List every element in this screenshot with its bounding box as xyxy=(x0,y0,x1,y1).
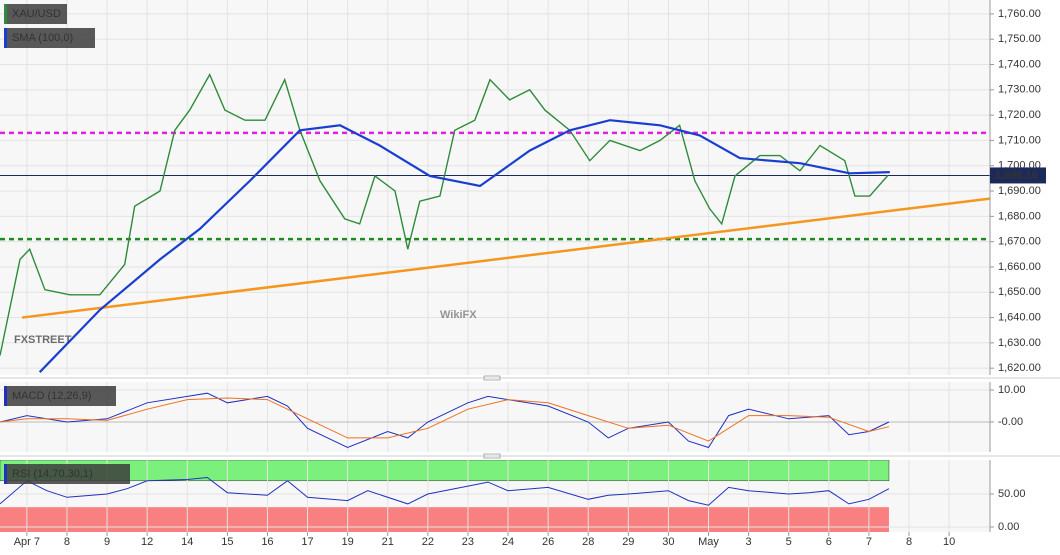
series-line xyxy=(0,397,890,442)
legend-label: RSI (14,70,30,1) xyxy=(12,468,93,480)
x-tick-label: 9 xyxy=(104,536,110,548)
plot-area xyxy=(0,460,990,532)
x-tick-label: 12 xyxy=(141,536,153,548)
y-tick-label: 1,670.00 xyxy=(998,236,1041,248)
x-tick-label: Apr 7 xyxy=(14,536,40,548)
series-line xyxy=(38,119,890,373)
x-tick-label: 21 xyxy=(382,536,394,548)
y-tick-label: 1,640.00 xyxy=(998,311,1041,323)
x-tick-label: 24 xyxy=(502,536,514,548)
panel-background xyxy=(0,382,990,452)
watermark: WikiFX xyxy=(440,309,477,321)
x-tick-label: 5 xyxy=(786,536,792,548)
x-tick-label: 17 xyxy=(301,536,313,548)
x-tick-label: May xyxy=(698,536,719,548)
x-tick-label: 30 xyxy=(662,536,674,548)
x-tick-label: 29 xyxy=(622,536,634,548)
legend-swatch xyxy=(4,386,7,406)
series-line xyxy=(0,392,890,449)
legend-swatch xyxy=(4,4,7,24)
legend-swatch xyxy=(4,464,7,484)
y-tick-label: 1,630.00 xyxy=(998,337,1041,349)
last-price-label: 1,696.16 xyxy=(995,169,1038,181)
y-tick-label: 1,750.00 xyxy=(998,33,1041,45)
legend-box xyxy=(4,28,95,48)
x-tick-label: 10 xyxy=(943,536,955,548)
resize-handle xyxy=(483,375,501,381)
legend-label: MACD (12,26,9) xyxy=(12,390,91,402)
y-tick-label: 1,650.00 xyxy=(998,286,1041,298)
series-line xyxy=(0,476,890,506)
legend-swatch xyxy=(4,28,7,48)
x-tick-label: 22 xyxy=(422,536,434,548)
panel-background xyxy=(0,0,990,375)
x-tick-label: 26 xyxy=(542,536,554,548)
plot-area xyxy=(0,382,990,452)
resize-handle xyxy=(483,453,501,459)
y-tick-label: 50.00 xyxy=(998,488,1026,500)
x-tick-label: 7 xyxy=(866,536,872,548)
oversold-band xyxy=(0,507,889,532)
x-tick-label: 23 xyxy=(462,536,474,548)
y-tick-label: 1,740.00 xyxy=(998,58,1041,70)
y-tick-label: -0.00 xyxy=(998,416,1023,428)
legend-label: XAU/USD xyxy=(12,8,61,20)
x-tick-label: 3 xyxy=(746,536,752,548)
y-tick-label: 1,620.00 xyxy=(998,362,1041,374)
x-tick-label: 15 xyxy=(221,536,233,548)
y-tick-label: 1,760.00 xyxy=(998,8,1041,20)
y-tick-label: 10.00 xyxy=(998,384,1026,396)
x-tick-label: 16 xyxy=(261,536,273,548)
y-tick-label: 1,680.00 xyxy=(998,210,1041,222)
legend-box xyxy=(4,4,67,24)
x-tick-label: 14 xyxy=(181,536,193,548)
x-tick-label: 8 xyxy=(64,536,70,548)
last-price-box xyxy=(990,167,1046,184)
legend-box xyxy=(4,464,130,484)
y-tick-label: 0.00 xyxy=(998,521,1019,533)
x-tick-label: 19 xyxy=(342,536,354,548)
y-tick-label: 1,690.00 xyxy=(998,185,1041,197)
y-tick-label: 1,730.00 xyxy=(998,84,1041,96)
x-tick-label: 8 xyxy=(906,536,912,548)
y-tick-label: 1,720.00 xyxy=(998,109,1041,121)
overbought-band xyxy=(0,460,890,482)
legend-label: SMA (100,0) xyxy=(12,32,73,44)
plot-area xyxy=(0,0,990,375)
y-tick-label: 1,660.00 xyxy=(998,261,1041,273)
x-tick-label: 28 xyxy=(582,536,594,548)
x-tick-label: 6 xyxy=(826,536,832,548)
trendline xyxy=(21,197,990,319)
watermark: FXSTREET xyxy=(14,334,72,346)
series-line xyxy=(0,73,889,356)
legend-box xyxy=(4,386,116,406)
y-tick-label: 1,710.00 xyxy=(998,134,1041,146)
